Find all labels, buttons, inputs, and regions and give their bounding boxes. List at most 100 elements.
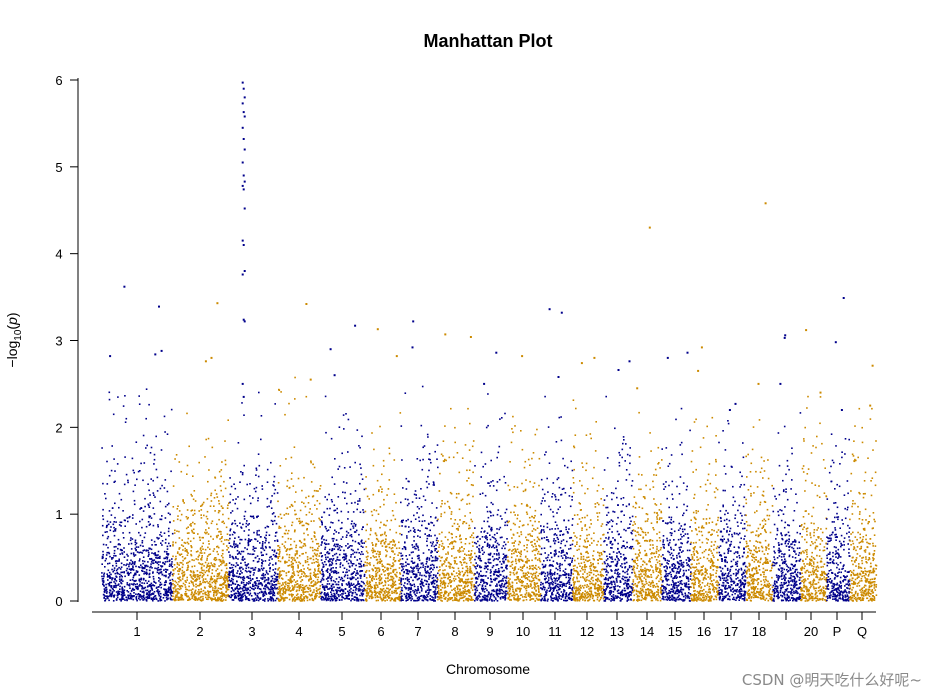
snp-point bbox=[207, 598, 209, 601]
snp-point bbox=[253, 598, 255, 600]
snp-point bbox=[462, 592, 465, 595]
snp-point bbox=[378, 592, 381, 595]
snp-point bbox=[258, 464, 261, 467]
snp-point bbox=[339, 578, 342, 581]
snp-point bbox=[278, 389, 281, 391]
snp-point bbox=[437, 584, 440, 587]
snp-point bbox=[184, 593, 187, 595]
snp-point bbox=[330, 577, 332, 580]
snp-point bbox=[240, 570, 242, 572]
snp-point bbox=[470, 578, 473, 580]
snp-point bbox=[238, 552, 240, 554]
snp-point bbox=[272, 569, 274, 571]
snp-point bbox=[381, 581, 383, 584]
snp-point bbox=[471, 572, 473, 574]
snp-point bbox=[279, 591, 281, 593]
snp-point bbox=[331, 589, 333, 592]
snp-point bbox=[413, 591, 415, 594]
snp-point bbox=[108, 391, 111, 394]
snp-point bbox=[186, 541, 189, 544]
snp-point bbox=[285, 583, 287, 585]
snp-point bbox=[401, 525, 403, 527]
snp-point bbox=[421, 385, 424, 388]
snp-point bbox=[463, 573, 465, 576]
snp-point bbox=[253, 517, 255, 519]
snp-point bbox=[157, 556, 160, 559]
snp-point bbox=[187, 537, 190, 540]
snp-point bbox=[454, 541, 457, 543]
snp-point bbox=[391, 579, 394, 581]
snp-point bbox=[229, 571, 231, 573]
snp-point bbox=[220, 531, 222, 533]
snp-point bbox=[226, 545, 228, 547]
snp-point bbox=[429, 529, 431, 532]
snp-point bbox=[449, 591, 452, 594]
snp-point bbox=[390, 547, 393, 550]
snp-point bbox=[306, 558, 309, 561]
snp-point bbox=[247, 541, 250, 543]
snp-point bbox=[313, 466, 316, 469]
snp-point bbox=[375, 559, 378, 561]
snp-point bbox=[431, 556, 434, 559]
snp-point bbox=[311, 594, 313, 597]
snp-point-peak bbox=[243, 148, 246, 151]
snp-point bbox=[304, 560, 307, 562]
snp-point bbox=[392, 565, 394, 568]
snp-point bbox=[332, 579, 335, 582]
snp-point bbox=[374, 570, 377, 573]
snp-point bbox=[381, 599, 383, 602]
snp-point bbox=[131, 568, 133, 570]
snp-point bbox=[366, 580, 369, 582]
snp-point bbox=[231, 577, 233, 580]
snp-point bbox=[194, 576, 196, 579]
snp-point bbox=[102, 553, 104, 556]
snp-point bbox=[166, 556, 169, 559]
snp-point bbox=[145, 571, 148, 573]
snp-point bbox=[346, 597, 348, 600]
snp-point bbox=[315, 583, 317, 585]
snp-point bbox=[160, 518, 163, 521]
snp-point bbox=[198, 578, 200, 580]
snp-point bbox=[167, 598, 169, 600]
chromosome-5-points bbox=[320, 324, 366, 602]
x-tick-label-4: 4 bbox=[295, 624, 302, 639]
snp-point bbox=[415, 599, 417, 602]
snp-point bbox=[347, 597, 349, 600]
snp-point bbox=[350, 535, 353, 538]
snp-point bbox=[422, 514, 424, 517]
snp-point bbox=[319, 485, 322, 487]
snp-point bbox=[206, 531, 208, 534]
snp-point bbox=[134, 554, 137, 556]
snp-point bbox=[249, 515, 252, 518]
snp-point bbox=[236, 580, 238, 582]
snp-point bbox=[387, 580, 389, 582]
snp-point bbox=[381, 533, 384, 536]
snp-point bbox=[246, 564, 249, 566]
snp-point bbox=[286, 584, 289, 587]
snp-point bbox=[264, 576, 266, 579]
snp-point bbox=[298, 517, 301, 520]
snp-point bbox=[331, 562, 334, 565]
snp-point bbox=[413, 583, 415, 586]
snp-point bbox=[101, 580, 104, 582]
snp-point bbox=[188, 532, 190, 534]
snp-point bbox=[504, 592, 506, 594]
snp-point bbox=[299, 586, 301, 589]
snp-point bbox=[468, 502, 471, 505]
snp-point bbox=[221, 536, 223, 538]
snp-point bbox=[452, 577, 455, 580]
snp-point bbox=[239, 567, 241, 570]
snp-point bbox=[356, 599, 358, 602]
snp-point bbox=[145, 417, 147, 420]
snp-point bbox=[414, 518, 417, 520]
snp-point bbox=[339, 549, 342, 551]
snp-point bbox=[312, 574, 315, 576]
snp-point bbox=[138, 395, 140, 397]
chromosome-6-points bbox=[364, 328, 402, 602]
snp-point bbox=[105, 497, 107, 500]
snp-point bbox=[205, 532, 207, 535]
snp-point bbox=[261, 584, 264, 587]
snp-point bbox=[411, 570, 413, 572]
snp-point bbox=[220, 469, 223, 471]
snp-point bbox=[245, 565, 248, 567]
